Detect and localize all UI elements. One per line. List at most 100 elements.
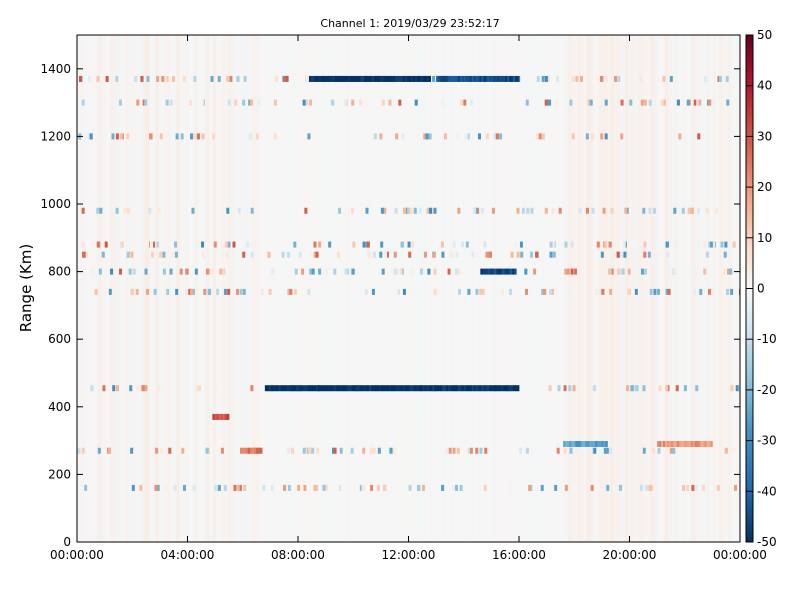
heatmap-column xyxy=(682,35,687,542)
heatmap-cell xyxy=(574,268,578,275)
heatmap-cell xyxy=(413,207,417,214)
heatmap-cell xyxy=(344,268,348,275)
heatmap-cell xyxy=(592,385,596,392)
heatmap-band-cell xyxy=(449,75,453,82)
heatmap-band-cell xyxy=(286,385,289,392)
heatmap-column xyxy=(724,35,729,542)
heatmap-cell xyxy=(302,99,306,106)
heatmap-column xyxy=(414,35,418,542)
heatmap-cell xyxy=(648,207,652,214)
heatmap-cell xyxy=(704,75,708,82)
heatmap-cell xyxy=(495,133,499,140)
x-tick-label: 16:00:00 xyxy=(492,548,546,562)
heatmap-column xyxy=(281,35,286,542)
heatmap-cell xyxy=(220,447,224,454)
heatmap-cell xyxy=(675,385,679,392)
colorbar-ticks: 50 40 30 20 10 0 -10 -20 -30 -40 -50 xyxy=(746,28,777,549)
heatmap-column xyxy=(721,35,726,542)
heatmap-cell xyxy=(81,447,85,454)
heatmap-cell xyxy=(551,241,555,248)
heatmap-cell xyxy=(294,268,298,275)
heatmap-band-cell xyxy=(451,75,455,82)
heatmap-cell xyxy=(620,99,624,106)
heatmap-cell xyxy=(718,75,722,82)
heatmap-column xyxy=(616,35,620,542)
heatmap-band-cell xyxy=(390,385,394,392)
heatmap-cell xyxy=(395,133,399,140)
heatmap-band-cell xyxy=(491,75,494,82)
heatmap-cell xyxy=(610,99,614,106)
heatmap-cell xyxy=(674,241,678,248)
heatmap-band-cell xyxy=(383,385,386,392)
heatmap-cell xyxy=(686,99,690,106)
heatmap-cell xyxy=(427,268,431,275)
heatmap-band-cell xyxy=(272,385,276,392)
heatmap-cell xyxy=(519,241,523,248)
heatmap-column xyxy=(619,35,623,542)
heatmap-cell xyxy=(491,207,495,214)
heatmap-band-cell xyxy=(296,385,299,392)
heatmap-cell xyxy=(690,207,694,214)
heatmap-cell xyxy=(316,447,320,454)
heatmap-column xyxy=(691,35,696,542)
heatmap-band-cell xyxy=(484,268,487,275)
heatmap-cell xyxy=(376,484,380,491)
heatmap-cell xyxy=(230,484,234,491)
heatmap-cell xyxy=(101,251,105,258)
heatmap-cell xyxy=(81,207,85,214)
heatmap-band-cell xyxy=(406,385,410,392)
heatmap-cell xyxy=(639,75,643,82)
heatmap-cell xyxy=(94,288,98,295)
heatmap-cell xyxy=(729,268,733,275)
heatmap-cell xyxy=(550,288,554,295)
heatmap-column xyxy=(137,35,141,542)
heatmap-band-cell xyxy=(461,385,465,392)
heatmap-band-cell xyxy=(444,75,447,82)
heatmap-band-cell xyxy=(471,75,475,82)
heatmap-band-cell xyxy=(350,75,353,82)
heatmap-cell xyxy=(192,484,196,491)
heatmap-cell xyxy=(587,99,591,106)
heatmap-cell xyxy=(210,268,214,275)
heatmap-band-cell xyxy=(258,447,261,454)
heatmap-cell xyxy=(260,288,264,295)
heatmap-band-cell xyxy=(434,385,437,392)
heatmap-cell xyxy=(614,75,618,82)
heatmap-column xyxy=(278,35,283,542)
heatmap-column xyxy=(441,35,445,542)
colorbar-tick-label: 30 xyxy=(757,129,772,143)
y-axis: 0 200 400 600 800 1000 1200 1400 xyxy=(40,62,740,549)
heatmap-cell xyxy=(373,251,377,258)
heatmap-band-cell xyxy=(250,447,253,454)
heatmap-cell xyxy=(373,133,377,140)
heatmap-cell xyxy=(318,268,322,275)
heatmap-cell xyxy=(268,288,272,295)
heatmap-cell xyxy=(556,447,560,454)
heatmap-cell xyxy=(627,288,631,295)
heatmap-column xyxy=(312,35,316,542)
heatmap-column xyxy=(658,35,662,542)
heatmap-band-cell xyxy=(254,447,257,454)
heatmap-cell xyxy=(165,484,169,491)
heatmap-cell xyxy=(426,207,430,214)
heatmap-band-cell xyxy=(341,385,345,392)
heatmap-band-cell xyxy=(473,75,476,82)
heatmap-column xyxy=(411,35,415,542)
heatmap-cell xyxy=(126,251,130,258)
heatmap-band-cell xyxy=(321,385,325,392)
heatmap-cell xyxy=(159,447,163,454)
heatmap-cell xyxy=(575,447,579,454)
heatmap-cell xyxy=(250,251,254,258)
heatmap-cell xyxy=(197,241,201,248)
heatmap-band-cell xyxy=(248,447,251,454)
heatmap-band-cell xyxy=(344,75,347,82)
heatmap-cell xyxy=(604,99,608,106)
heatmap-band-cell xyxy=(331,385,335,392)
heatmap-column xyxy=(260,35,265,542)
heatmap-band-cell xyxy=(323,385,327,392)
heatmap-cell xyxy=(555,99,559,106)
heatmap-column xyxy=(236,35,241,542)
heatmap-band-cell xyxy=(278,385,282,392)
heatmap-cell xyxy=(162,251,166,258)
heatmap-cell xyxy=(392,447,396,454)
